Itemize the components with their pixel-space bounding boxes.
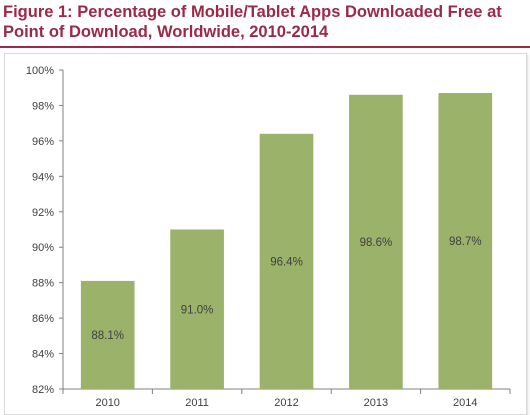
x-tick-label: 2012 xyxy=(274,397,298,409)
figure-title: Figure 1: Percentage of Mobile/Tablet Ap… xyxy=(3,2,527,42)
y-tick-label: 86% xyxy=(32,313,54,325)
y-tick-label: 94% xyxy=(32,171,54,183)
x-tick-label: 2010 xyxy=(95,397,119,409)
bar-2010 xyxy=(80,280,135,389)
y-tick-label: 96% xyxy=(32,136,54,148)
data-label-2013: 98.6% xyxy=(360,237,393,249)
bar-2012 xyxy=(259,133,314,389)
data-labels: 88.1% 91.0% 96.4% 98.6% 98.7% xyxy=(91,236,481,342)
y-tick-label: 100% xyxy=(26,65,54,77)
x-tick-label: 2013 xyxy=(364,397,388,409)
title-divider xyxy=(0,46,530,48)
y-tick-label: 90% xyxy=(32,242,54,254)
bar-2011 xyxy=(170,229,224,389)
y-axis: 82% 84% 86% 88% 90% 92% 94% 96% 98% 100% xyxy=(26,65,64,396)
bars xyxy=(80,93,493,390)
bar-2013 xyxy=(349,94,403,390)
x-axis: 2010 2011 2012 2013 2014 xyxy=(62,388,511,409)
x-tick-label: 2014 xyxy=(453,397,477,409)
y-tick-label: 92% xyxy=(32,207,54,219)
data-label-2014: 98.7% xyxy=(449,236,482,248)
y-tick-label: 82% xyxy=(32,384,54,396)
y-tick-label: 98% xyxy=(32,100,54,112)
figure-title-line-1: Figure 1: Percentage of Mobile/Tablet Ap… xyxy=(3,3,502,21)
y-tick-label: 88% xyxy=(32,278,54,290)
x-tick-label: 2011 xyxy=(185,397,209,409)
y-tick-label: 84% xyxy=(32,349,54,361)
bar-2014 xyxy=(438,93,493,390)
data-label-2011: 91.0% xyxy=(181,304,214,316)
data-label-2012: 96.4% xyxy=(270,256,303,268)
data-label-2010: 88.1% xyxy=(91,330,124,342)
figure-title-line-2: Point of Download, Worldwide, 2010-2014 xyxy=(3,23,329,41)
